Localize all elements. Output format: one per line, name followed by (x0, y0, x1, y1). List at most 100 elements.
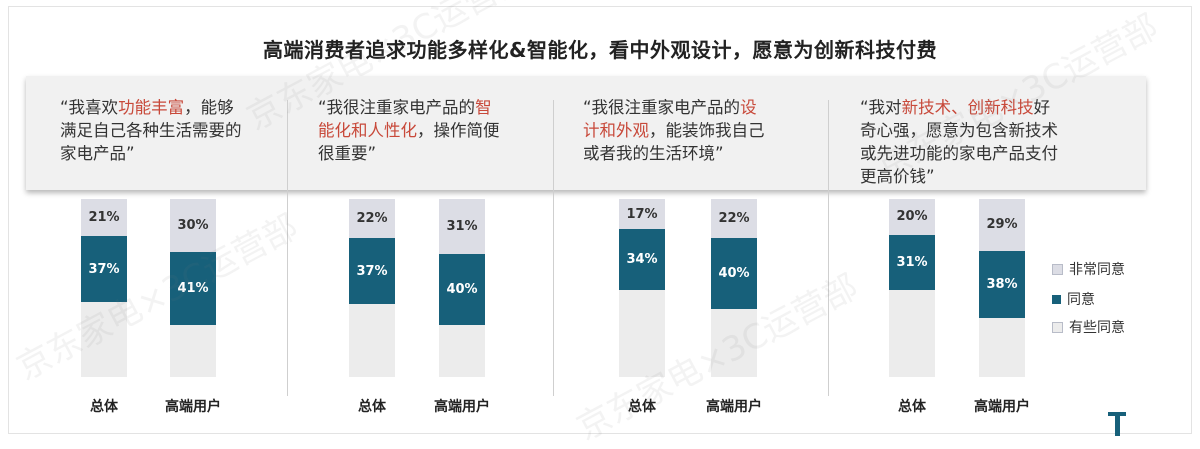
quote-fragment: 或先进功能的家电产品支付 (860, 144, 1058, 163)
data-label: 40% (446, 282, 478, 298)
bar-segment-strongly-agree: 22% (711, 199, 757, 239)
figure-frame (8, 6, 1192, 434)
quote-highlight: 新技术、创新科技 (901, 98, 1034, 117)
category-label: 总体 (628, 399, 656, 415)
quote-highlight: 能化和人性化 (318, 121, 417, 140)
quote-fragment: “我喜欢 (60, 98, 119, 117)
legend-swatch (1052, 321, 1063, 333)
category-label: 总体 (898, 399, 926, 415)
bar-segment-agree: 37% (349, 238, 395, 305)
bar-segment-strongly-agree: 30% (170, 199, 216, 253)
legend-item: 同意 (1052, 289, 1095, 309)
bar-segment-somewhat-agree (619, 289, 665, 377)
data-label: 22% (718, 211, 750, 227)
legend-label: 非常同意 (1069, 262, 1125, 278)
data-label: 17% (626, 206, 658, 222)
bar-segment-agree: 41% (170, 252, 216, 326)
quote-line: 能化和人性化，操作简便 (318, 119, 548, 142)
data-label: 37% (88, 261, 120, 277)
quote-line: 计和外观，能装饰我自己 (583, 119, 813, 142)
data-label: 37% (356, 263, 388, 279)
quote-line: 满足自己各种生活需要的 (60, 119, 290, 142)
bar-segment-somewhat-agree (889, 289, 935, 377)
quote-line: “我喜欢功能丰富，能够 (60, 96, 290, 119)
legend-swatch (1052, 263, 1063, 275)
quote-fragment: ，能够 (184, 98, 234, 117)
quote-text: “我很注重家电产品的智 能化和人性化，操作简便 很重要” (318, 96, 548, 165)
data-label: 40% (718, 266, 750, 282)
quote-text: “我喜欢功能丰富，能够满足自己各种生活需要的家电产品” (60, 96, 290, 165)
data-label: 41% (177, 281, 209, 297)
bar-segment-strongly-agree: 21% (81, 199, 127, 237)
quote-fragment: 更高价钱” (860, 167, 935, 186)
bar-segment-agree: 37% (81, 236, 127, 303)
panel-divider (287, 100, 288, 396)
category-label: 总体 (90, 399, 118, 415)
legend-label: 同意 (1067, 292, 1095, 308)
data-label: 34% (626, 252, 658, 267)
bar-segment-strongly-agree: 29% (979, 199, 1025, 251)
quote-line: 更高价钱” (860, 165, 1090, 188)
data-label: 29% (986, 217, 1018, 233)
quote-highlight: 计和外观 (583, 121, 649, 140)
quote-line: “我对新技术、创新科技好 (860, 96, 1090, 119)
bar-segment-strongly-agree: 31% (439, 199, 485, 255)
quote-line: 很重要” (318, 142, 548, 165)
panel-divider (553, 100, 554, 396)
quote-highlight: 智 (475, 98, 492, 117)
data-label: 38% (986, 276, 1018, 292)
quote-fragment: “我很注重家电产品的 (583, 98, 741, 117)
quote-fragment: ，能装饰我自己 (649, 121, 765, 140)
bar-segment-agree: 40% (439, 254, 485, 326)
bar-segment-agree: 31% (889, 234, 935, 290)
bar-segment-strongly-agree: 22% (349, 199, 395, 239)
quote-fragment: “我很注重家电产品的 (318, 98, 476, 117)
panel-divider (828, 100, 829, 396)
bar-segment-agree: 40% (711, 238, 757, 310)
bar-segment-somewhat-agree (349, 304, 395, 377)
quote-line: “我很注重家电产品的设 (583, 96, 813, 119)
legend-item: 有些同意 (1052, 317, 1125, 337)
category-label: 高端用户 (165, 399, 221, 415)
bar-segment-somewhat-agree (81, 302, 127, 377)
quote-fragment: 或者我的生活环境” (583, 144, 724, 163)
bar-segment-somewhat-agree (711, 309, 757, 377)
data-label: 21% (88, 210, 120, 226)
category-label: 高端用户 (434, 399, 490, 415)
quote-fragment: 奇心强，愿意为包含新技术 (860, 121, 1058, 140)
quote-fragment: 好 (1033, 98, 1051, 117)
quote-line: 奇心强，愿意为包含新技术 (860, 119, 1090, 142)
bar-segment-somewhat-agree (979, 318, 1025, 377)
bar-segment-strongly-agree: 20% (889, 199, 935, 235)
arrow-up-icon (1108, 412, 1126, 436)
quote-fragment: 很重要” (318, 144, 377, 163)
category-label: 高端用户 (974, 399, 1030, 415)
data-label: 22% (356, 211, 388, 227)
quote-line: 或者我的生活环境” (583, 142, 813, 165)
quote-line: 或先进功能的家电产品支付 (860, 142, 1090, 165)
legend-item: 非常同意 (1052, 259, 1125, 279)
quote-line: “我很注重家电产品的智 (318, 96, 548, 119)
quote-text: “我对新技术、创新科技好奇心强，愿意为包含新技术 或先进功能的家电产品支付 更高价钱… (860, 96, 1090, 188)
category-label: 总体 (358, 399, 386, 415)
quote-fragment: 满足自己各种生活需要的 (60, 121, 242, 140)
bar-segment-agree: 34% (619, 229, 665, 290)
category-label: 高端用户 (706, 399, 762, 415)
bar-segment-strongly-agree: 17% (619, 199, 665, 230)
quote-fragment: “我对 (860, 98, 902, 117)
chart-title: 高端消费者追求功能多样化&智能化，看中外观设计，愿意为创新科技付费 (263, 38, 937, 62)
data-label: 30% (177, 218, 209, 234)
data-label: 20% (896, 209, 928, 225)
data-label: 31% (446, 219, 478, 235)
bar-segment-somewhat-agree (170, 325, 216, 377)
legend-label: 有些同意 (1069, 320, 1125, 336)
quote-fragment: ，操作简便 (417, 121, 500, 140)
bar-segment-agree: 38% (979, 250, 1025, 319)
data-label: 31% (896, 254, 928, 270)
quote-highlight: 功能丰富 (118, 98, 185, 117)
quote-band (26, 76, 1146, 190)
quote-text: “我很注重家电产品的设 计和外观，能装饰我自己 或者我的生活环境” (583, 96, 813, 165)
quote-highlight: 设 (740, 98, 757, 117)
legend-swatch (1052, 294, 1061, 304)
quote-line: 家电产品” (60, 142, 290, 165)
